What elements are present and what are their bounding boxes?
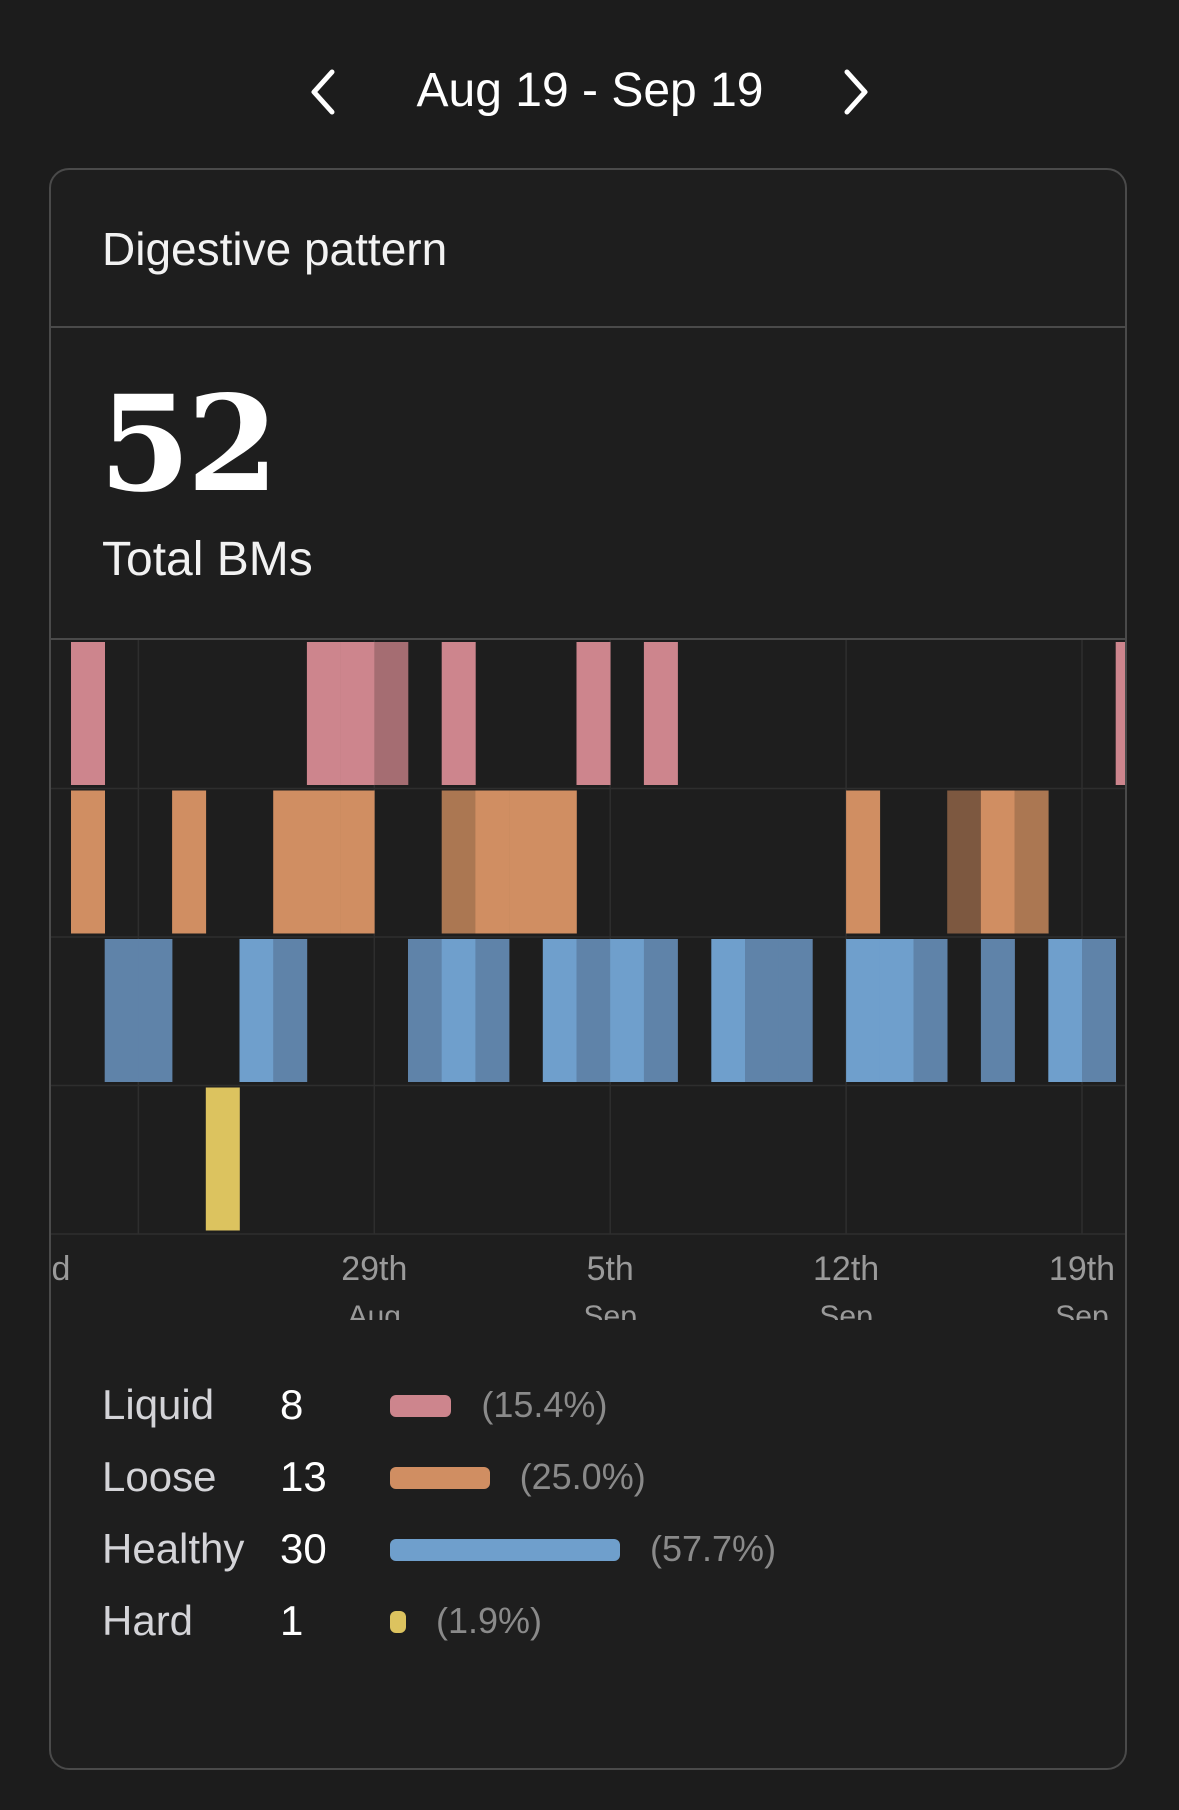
- digestive-pattern-chart: 29th Aug 5th Sep 12th Sep 19th Sep d: [51, 640, 1125, 1320]
- cell-healthy-sep-1: [408, 939, 442, 1082]
- cell-loose-aug-25: [172, 790, 207, 934]
- cell-healthy-sep-15: [879, 939, 914, 1082]
- legend-row-hard: Hard 1 (1.9%): [102, 1591, 1002, 1651]
- chevron-left-icon: [311, 69, 335, 115]
- cell-loose-sep-17: [947, 790, 982, 934]
- cell-loose-sep-19: [1014, 790, 1049, 934]
- cell-healthy-sep-14: [846, 939, 881, 1082]
- cell-healthy-sep-2: [441, 939, 476, 1082]
- digestive-pattern-card: Digestive pattern 52 Total BMs 29th Aug 5t…: [49, 168, 1127, 1770]
- x-tick-day-label: 19th: [1049, 1250, 1115, 1288]
- x-tick-month-label: Sep: [1055, 1300, 1108, 1320]
- cell-liquid-sep-2: [441, 642, 476, 785]
- cell-healthy-sep-8: [643, 939, 678, 1082]
- cell-healthy-sep-21: [1082, 939, 1116, 1082]
- legend-count: 13: [280, 1453, 327, 1500]
- cell-healthy-sep-6: [576, 939, 611, 1082]
- cell-loose-sep-5: [542, 790, 577, 934]
- cell-liquid-aug-31: [374, 642, 409, 785]
- chart-divider: [51, 638, 1125, 640]
- cell-healthy-sep-18: [980, 939, 1015, 1082]
- legend-count: 8: [280, 1381, 304, 1428]
- cell-loose-aug-29: [306, 790, 341, 934]
- cell-healthy-aug-23: [104, 939, 139, 1082]
- legend-label: Healthy: [102, 1525, 245, 1572]
- legend-label: Hard: [102, 1597, 194, 1644]
- cell-loose-sep-18: [980, 790, 1015, 934]
- legend-bar: [390, 1467, 490, 1489]
- x-tick-day-label: 29th: [341, 1250, 407, 1288]
- cell-liquid-sep-6: [576, 642, 611, 785]
- next-period-button[interactable]: [823, 62, 883, 122]
- cell-healthy-sep-11: [745, 939, 779, 1082]
- cell-healthy-sep-7: [610, 939, 645, 1082]
- legend-bar: [390, 1611, 406, 1633]
- cell-liquid-sep-22: [1115, 642, 1125, 785]
- x-tick-day-label: 12th: [813, 1250, 879, 1288]
- cell-liquid-aug-22: [71, 642, 105, 785]
- legend-percent: (15.4%): [481, 1384, 608, 1425]
- legend-row-liquid: Liquid 8 (15.4%): [102, 1375, 1002, 1435]
- total-bm-label: Total BMs: [102, 533, 313, 586]
- cell-liquid-aug-29: [306, 642, 341, 785]
- cell-healthy-sep-10: [711, 939, 746, 1082]
- legend-percent: (57.7%): [650, 1528, 777, 1569]
- legend-bar: [390, 1395, 452, 1417]
- x-tick-day-label: 5th: [587, 1250, 634, 1288]
- cell-liquid-sep-8: [643, 642, 678, 785]
- cell-healthy-sep-20: [1048, 939, 1083, 1082]
- legend-row-healthy: Healthy 30 (57.7%): [102, 1519, 1002, 1579]
- legend-label: Liquid: [102, 1381, 215, 1428]
- cell-loose-sep-3: [475, 790, 510, 934]
- cell-healthy-sep-3: [475, 939, 510, 1082]
- previous-period-button[interactable]: [296, 62, 356, 122]
- cell-hard-aug-26: [205, 1087, 240, 1231]
- date-navigation: Aug 19 - Sep 19: [0, 40, 1179, 130]
- cell-healthy-sep-12: [778, 939, 813, 1082]
- cell-loose-sep-4: [509, 790, 544, 934]
- cell-healthy-aug-27: [239, 939, 274, 1082]
- legend-bar: [390, 1539, 620, 1561]
- card-title: Digestive pattern: [102, 223, 448, 275]
- cell-loose-sep-2: [441, 790, 476, 934]
- cell-loose-aug-28: [273, 790, 308, 934]
- legend-percent: (25.0%): [519, 1456, 646, 1497]
- chevron-right-icon: [844, 69, 868, 115]
- legend-count: 1: [280, 1597, 304, 1644]
- cell-healthy-sep-5: [542, 939, 577, 1082]
- cell-loose-aug-22: [71, 790, 105, 934]
- legend-percent: (1.9%): [436, 1600, 543, 1641]
- x-tick-edge-fragment: d: [52, 1250, 71, 1288]
- x-tick-month-label: Sep: [584, 1300, 637, 1320]
- x-tick-month-label: Aug: [348, 1300, 401, 1320]
- cell-loose-sep-14: [846, 790, 881, 934]
- title-divider: [51, 326, 1125, 328]
- cell-liquid-aug-30: [340, 642, 375, 785]
- date-range-label: Aug 19 - Sep 19: [416, 64, 764, 117]
- cell-loose-aug-30: [340, 790, 375, 934]
- legend-row-loose: Loose 13 (25.0%): [102, 1447, 1002, 1507]
- legend-count: 30: [280, 1525, 327, 1572]
- cell-healthy-sep-16: [913, 939, 948, 1082]
- cell-healthy-aug-24: [138, 939, 173, 1082]
- total-bm-count: 52: [99, 367, 279, 522]
- cell-healthy-aug-28: [273, 939, 308, 1082]
- legend-label: Loose: [102, 1453, 217, 1500]
- x-tick-month-label: Sep: [819, 1300, 872, 1320]
